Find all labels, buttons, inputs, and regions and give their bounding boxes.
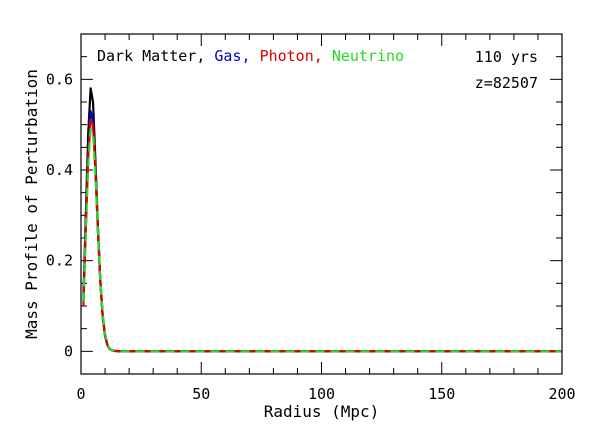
x-axis-label: Radius (Mpc)	[264, 402, 380, 421]
series-line-photon	[82, 119, 562, 353]
data-series-group	[82, 87, 562, 353]
legend-separator: ,	[314, 47, 332, 65]
plot-frame	[80, 33, 563, 375]
x-tick-label: 150	[428, 385, 455, 403]
x-tick-label: 100	[308, 385, 335, 403]
y-axis-label: Mass Profile of Perturbation	[22, 69, 41, 339]
legend-entry-neutrino: Neutrino	[332, 47, 404, 65]
legend-entry-photon: Photon	[260, 47, 314, 65]
legend-entry-gas: Gas	[214, 47, 241, 65]
legend-separator: ,	[242, 47, 260, 65]
x-tick-label: 200	[548, 385, 575, 403]
x-tick-label: 0	[76, 385, 85, 403]
x-tick-label: 50	[192, 385, 210, 403]
series-line-dark-matter	[82, 87, 562, 353]
axis-ticks	[80, 34, 563, 375]
legend-separator: ,	[196, 47, 214, 65]
legend: Dark Matter, Gas, Photon, Neutrino	[97, 47, 404, 65]
y-tick-label: 0.4	[46, 161, 73, 179]
legend-entry-dark-matter: Dark Matter	[97, 47, 196, 65]
tick-labels: 0 50 100 150 200 0 0.2 0.4 0.6	[46, 70, 576, 403]
series-line-gas	[82, 109, 562, 353]
y-tick-label: 0	[64, 342, 73, 360]
redshift-annotation: z=82507	[475, 74, 538, 92]
time-annotation: 110 yrs	[475, 48, 538, 66]
y-tick-label: 0.6	[46, 70, 73, 88]
y-tick-label: 0.2	[46, 252, 73, 270]
series-line-neutrino	[82, 128, 562, 353]
